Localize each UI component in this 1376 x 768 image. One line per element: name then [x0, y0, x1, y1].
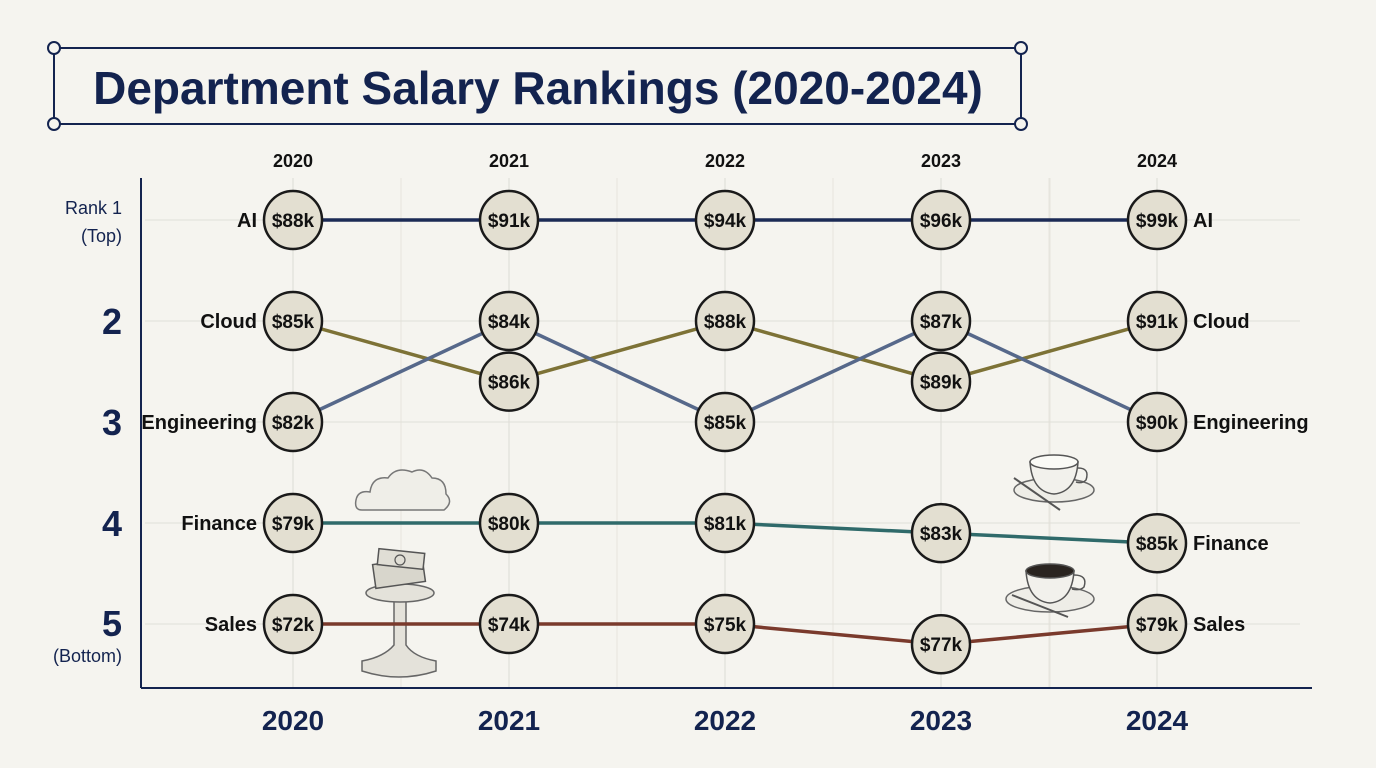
- data-label: $89k: [920, 373, 963, 394]
- data-point: [694, 492, 756, 554]
- data-point: [478, 351, 540, 412]
- x-tick-label: 2022: [694, 705, 756, 736]
- data-label: $99k: [1136, 211, 1179, 232]
- data-label: $88k: [704, 312, 747, 333]
- series-markers: $88k $91k $94k $96k $99k AI AI $85k $86k $88k $89k…: [141, 189, 1309, 675]
- data-point: [910, 290, 972, 352]
- data-label: $85k: [272, 312, 315, 333]
- data-point: [910, 613, 972, 675]
- x-tick-label-top: 2024: [1137, 151, 1177, 171]
- data-label: $90k: [1136, 413, 1179, 434]
- coffee-cup-icon: [1005, 563, 1095, 618]
- data-label: $80k: [488, 514, 531, 535]
- data-point: [910, 189, 972, 251]
- data-label: $86k: [488, 373, 531, 394]
- y-tick-sublabel: (Bottom): [53, 646, 122, 666]
- data-point: [262, 593, 324, 655]
- series-label-left: Cloud: [200, 311, 257, 333]
- data-label: $81k: [704, 514, 747, 535]
- title-box: Department Salary Rankings (2020-2024): [47, 41, 1028, 131]
- data-point: [910, 502, 972, 564]
- coffee-cup-icon: [1013, 454, 1095, 511]
- data-point: [478, 492, 540, 554]
- series-label-right: Cloud: [1193, 311, 1250, 333]
- y-tick-sublabel: (Top): [81, 226, 122, 246]
- data-label: $85k: [704, 413, 747, 434]
- data-point: [262, 391, 324, 453]
- data-label: $91k: [488, 211, 531, 232]
- series-label-left: Finance: [181, 513, 257, 535]
- series-label-left: AI: [237, 210, 257, 232]
- y-tick-label: 5: [102, 603, 122, 644]
- data-label: $72k: [272, 615, 315, 636]
- data-point: [478, 189, 540, 251]
- series-label-right: Finance: [1193, 533, 1269, 555]
- x-tick-label: 2023: [910, 705, 972, 736]
- data-point: [478, 593, 540, 655]
- data-point: [262, 290, 324, 352]
- data-label: $87k: [920, 312, 963, 333]
- data-label: $88k: [272, 211, 315, 232]
- x-tick-label-top: 2020: [273, 151, 313, 171]
- series-label-right: AI: [1193, 210, 1213, 232]
- data-label: $79k: [272, 514, 315, 535]
- data-label: $96k: [920, 211, 963, 232]
- data-point: [1126, 391, 1188, 453]
- x-tick-label: 2024: [1126, 705, 1189, 736]
- x-tick-label: 2020: [262, 705, 324, 736]
- data-point: [910, 351, 972, 412]
- data-label: $85k: [1136, 534, 1179, 555]
- series-label-left: Sales: [205, 614, 257, 636]
- y-tick-label: Rank 1: [65, 198, 122, 218]
- data-point: [1126, 512, 1188, 574]
- y-tick-label: 3: [102, 402, 122, 443]
- data-label: $79k: [1136, 615, 1179, 636]
- data-label: $75k: [704, 615, 747, 636]
- data-point: [262, 492, 324, 554]
- x-tick-label-top: 2023: [921, 151, 961, 171]
- series-label-right: Engineering: [1193, 412, 1309, 434]
- data-point: [478, 290, 540, 352]
- x-tick-label: 2021: [478, 705, 540, 736]
- data-point: [694, 391, 756, 453]
- y-tick-label: 4: [102, 503, 122, 544]
- x-tick-label-top: 2021: [489, 151, 529, 171]
- data-label: $83k: [920, 524, 963, 545]
- data-label: $91k: [1136, 312, 1179, 333]
- decorations: [354, 454, 1095, 678]
- data-point: [1126, 593, 1188, 655]
- data-label: $74k: [488, 615, 531, 636]
- data-point: [262, 189, 324, 251]
- series-label-left: Engineering: [141, 412, 257, 434]
- y-tick-label: 2: [102, 301, 122, 342]
- x-tick-label-top: 2022: [705, 151, 745, 171]
- data-point: [1126, 290, 1188, 352]
- data-label: $94k: [704, 211, 747, 232]
- chart-title: Department Salary Rankings (2020-2024): [93, 62, 983, 114]
- series-label-right: Sales: [1193, 614, 1245, 636]
- money-stack-icon: [361, 547, 437, 678]
- data-point: [1126, 189, 1188, 251]
- data-point: [694, 290, 756, 352]
- axes: 2020 2020 2021 2021 2022 2022 2023 2023 2024 2024…: [53, 151, 1312, 736]
- data-label: $77k: [920, 635, 963, 656]
- data-label: $84k: [488, 312, 531, 333]
- data-label: $82k: [272, 413, 315, 434]
- data-point: [694, 593, 756, 655]
- data-point: [694, 189, 756, 251]
- cloud-icon: [354, 469, 451, 511]
